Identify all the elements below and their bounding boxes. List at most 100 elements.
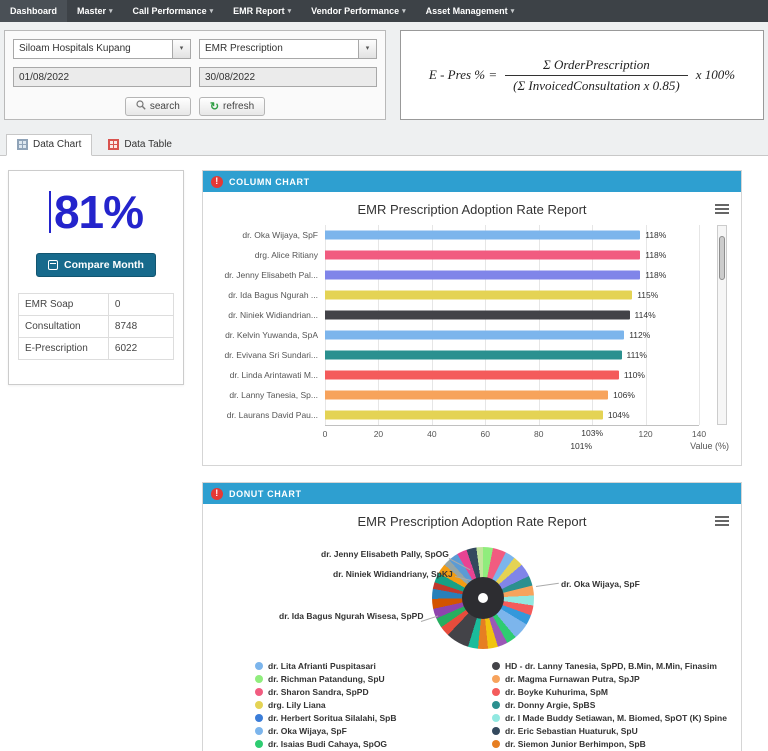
- nav-item-call-performance[interactable]: Call Performance ▾: [123, 0, 224, 22]
- filter-formula-row: Siloam Hospitals Kupang ▾ EMR Prescripti…: [4, 30, 764, 120]
- legend-item[interactable]: dr. Siemon Junior Berhimpon, SpB: [492, 737, 729, 750]
- bar[interactable]: [325, 290, 633, 300]
- legend-dot: [492, 687, 500, 696]
- bar-value-label: 118%: [645, 250, 667, 260]
- hamburger-menu-icon[interactable]: [715, 202, 729, 216]
- bar[interactable]: [325, 350, 622, 360]
- bar[interactable]: [325, 310, 630, 320]
- nav-item-label: Master: [77, 6, 107, 16]
- chevron-down-icon: ▾: [109, 8, 113, 15]
- summary-row-value: 0: [107, 293, 175, 316]
- date-to-input[interactable]: [199, 67, 377, 87]
- column-chart: dr. Oka Wijaya, SpF 118% drg. Alice Ritian…: [215, 225, 729, 455]
- bar[interactable]: [325, 230, 641, 240]
- hamburger-menu-icon[interactable]: [715, 514, 729, 528]
- chevron-down-icon[interactable]: ▾: [358, 40, 376, 58]
- text-caret: [48, 191, 51, 233]
- bar-value-label: 118%: [645, 230, 667, 240]
- chart-gridlines: [325, 225, 700, 425]
- legend-dot: [492, 739, 500, 748]
- bar-category-label: dr. Jenny Elisabeth Pal...: [224, 270, 318, 280]
- nav-item-asset-management[interactable]: Asset Management ▾: [416, 0, 525, 22]
- legend-item[interactable]: drg. Lily Liana: [255, 698, 492, 711]
- chevron-down-icon: ▾: [510, 8, 515, 15]
- legend-dot: [255, 713, 263, 722]
- warning-icon: !: [211, 175, 223, 188]
- bar-row: dr. Lanny Tanesia, Sp... 106%: [215, 385, 729, 405]
- formula-suffix: x 100%: [695, 67, 736, 82]
- bar-category-label: dr. Oka Wijaya, SpF: [242, 230, 318, 240]
- legend-item[interactable]: HD - dr. Lanny Tanesia, SpPD, B.Min, M.M…: [492, 659, 729, 672]
- gridline: [325, 225, 326, 425]
- legend-item[interactable]: dr. Lita Afrianti Puspitasari: [255, 659, 492, 672]
- pie-slice-label: dr. Ida Bagus Ngurah Wisesa, SpPD: [279, 611, 424, 621]
- legend-dot: [492, 674, 500, 683]
- legend-item[interactable]: dr. Eric Sebastian Huaturuk, SpU: [492, 724, 729, 737]
- x-tick-label: 120: [638, 429, 653, 439]
- summary-row: EMR Soap 0: [18, 293, 175, 316]
- chart-scrollbar[interactable]: [717, 225, 727, 425]
- bar[interactable]: [325, 390, 609, 400]
- column-chart-panel: ! COLUMN CHART EMR Prescription Adoption…: [202, 170, 742, 466]
- bar[interactable]: [325, 270, 641, 280]
- legend-label: dr. Eric Sebastian Huaturuk, SpU: [505, 725, 638, 736]
- hospital-select[interactable]: Siloam Hospitals Kupang ▾: [13, 39, 191, 59]
- x-axis-title: Value (%): [690, 441, 729, 451]
- donut-chart: dr. Jenny Elisabeth Pally, SpOG dr. Nini…: [215, 537, 729, 653]
- legend-label: dr. Magma Furnawan Putra, SpJP: [505, 673, 640, 684]
- x-tick-label: 40: [427, 429, 437, 439]
- nav-item-label: EMR Report: [233, 6, 285, 16]
- legend-dot: [255, 687, 263, 696]
- date-from-input[interactable]: [13, 67, 191, 87]
- scrollbar-thumb[interactable]: [719, 236, 725, 280]
- bar-category-label: dr. Lanny Tanesia, Sp...: [229, 390, 318, 400]
- nav-item-label: Dashboard: [10, 6, 58, 16]
- legend-item[interactable]: dr. Richman Patandung, SpU: [255, 672, 492, 685]
- legend-dot: [255, 739, 263, 748]
- compare-month-button[interactable]: Compare Month: [36, 253, 156, 277]
- refresh-button[interactable]: ↻ refresh: [198, 97, 266, 116]
- report-type-select[interactable]: EMR Prescription ▾: [199, 39, 377, 59]
- nav-item-master[interactable]: Master ▾: [67, 0, 123, 22]
- nav-item-emr-report[interactable]: EMR Report ▾: [223, 0, 301, 22]
- chevron-down-icon[interactable]: ▾: [172, 40, 190, 58]
- legend-label: dr. Richman Patandung, SpU: [268, 673, 385, 684]
- bar-category-label: drg. Alice Ritiany: [254, 250, 318, 260]
- donut-chart-body: EMR Prescription Adoption Rate Report dr…: [203, 504, 741, 751]
- bar-value-label: 106%: [613, 390, 635, 400]
- legend-dot: [255, 661, 263, 670]
- summary-row-value: 8748: [107, 315, 175, 338]
- gridline: [485, 225, 487, 425]
- bar-category-label: dr. Niniek Widiandrian...: [228, 310, 318, 320]
- legend-item[interactable]: dr. Magma Furnawan Putra, SpJP: [492, 672, 729, 685]
- bar[interactable]: [325, 250, 641, 260]
- bar-category-label: dr. Ida Bagus Ngurah ...: [228, 290, 318, 300]
- search-icon: [136, 100, 146, 113]
- donut-chart-panel: ! DONUT CHART EMR Prescription Adoption …: [202, 482, 742, 751]
- x-tick-label: 20: [373, 429, 384, 439]
- bar-category-label: dr. Linda Arintawati M...: [229, 370, 318, 380]
- bar-row: drg. Alice Ritiany 118%: [215, 245, 729, 265]
- nav-item-vendor-performance[interactable]: Vendor Performance ▾: [301, 0, 416, 22]
- tab-data-table[interactable]: Data Table: [98, 134, 182, 155]
- legend-item[interactable]: dr. Oka Wijaya, SpF: [255, 724, 492, 737]
- legend-item[interactable]: dr. Isaias Budi Cahaya, SpOG: [255, 737, 492, 750]
- legend-item[interactable]: dr. Sharon Sandra, SpPD: [255, 685, 492, 698]
- legend-item[interactable]: dr. I Made Buddy Setiawan, M. Biomed, Sp…: [492, 711, 729, 724]
- legend-item[interactable]: dr. Donny Argie, SpBS: [492, 698, 729, 711]
- warning-icon: !: [211, 487, 223, 500]
- search-button[interactable]: search: [124, 97, 191, 116]
- legend-label: drg. Lily Liana: [268, 699, 326, 710]
- bar-category-label: dr. Evivana Sri Sundari...: [224, 350, 318, 360]
- legend-dot: [255, 700, 263, 709]
- formula-fraction: Σ OrderPrescription (Σ InvoicedConsultat…: [505, 57, 688, 94]
- nav-item-dashboard[interactable]: Dashboard: [0, 0, 68, 22]
- legend-item[interactable]: dr. Boyke Kuhurima, SpM: [492, 685, 729, 698]
- bar[interactable]: [325, 330, 625, 340]
- x-tick-label: 140: [691, 429, 707, 439]
- bar[interactable]: [325, 410, 603, 420]
- legend-item[interactable]: dr. Herbert Soritua Silalahi, SpB: [255, 711, 492, 724]
- pie[interactable]: [432, 547, 534, 649]
- bar[interactable]: [325, 370, 619, 380]
- tab-data-chart[interactable]: Data Chart: [6, 134, 93, 156]
